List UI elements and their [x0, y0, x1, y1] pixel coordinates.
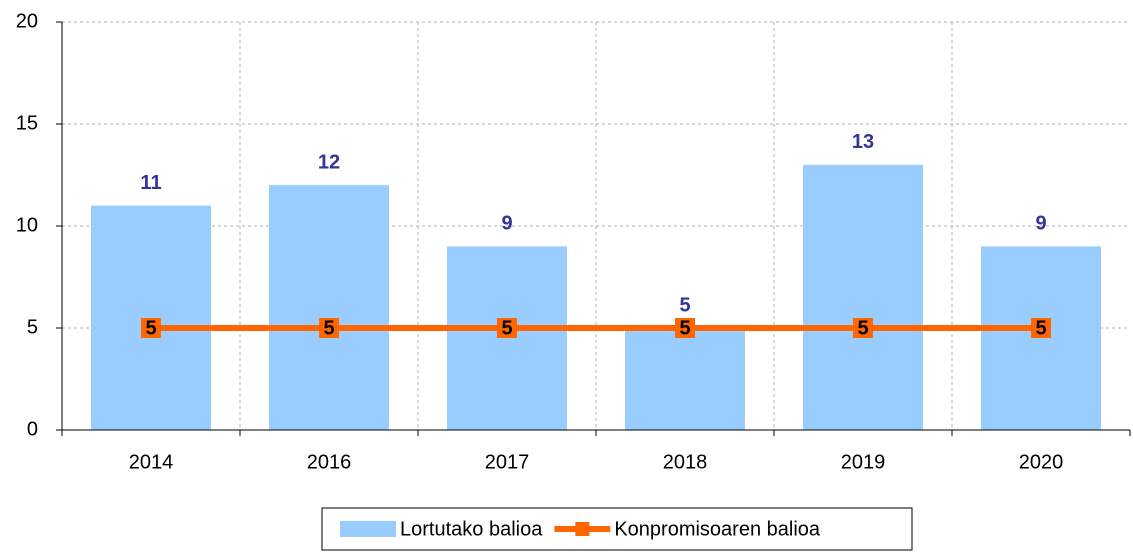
bar — [91, 205, 211, 430]
x-tick-label: 2019 — [841, 451, 886, 473]
x-tick-label: 2017 — [485, 451, 530, 473]
line-label: 5 — [857, 317, 868, 339]
bar — [981, 246, 1101, 430]
x-tick-label: 2014 — [129, 451, 174, 473]
line-label: 5 — [501, 317, 512, 339]
legend-label: Konpromisoaren balioa — [614, 518, 821, 540]
bar-label: 12 — [318, 151, 340, 173]
line-label: 5 — [1035, 317, 1046, 339]
y-tick-label: 15 — [16, 112, 38, 134]
y-tick-label: 10 — [16, 214, 38, 236]
legend-label: Lortutako balioa — [400, 518, 543, 540]
x-tick-label: 2016 — [307, 451, 352, 473]
line-marker — [675, 318, 695, 338]
legend-box — [321, 507, 913, 551]
line-marker — [497, 318, 517, 338]
line-label: 5 — [679, 317, 690, 339]
bar-label: 9 — [1035, 213, 1046, 235]
line-marker — [141, 318, 161, 338]
bar — [447, 246, 567, 430]
x-tick-label: 2018 — [663, 451, 708, 473]
bar — [269, 185, 389, 430]
legend-marker — [575, 522, 590, 536]
x-tick-label: 2020 — [1019, 451, 1064, 473]
line-marker — [1031, 318, 1051, 338]
bar-label: 9 — [501, 213, 512, 235]
line-label: 5 — [323, 317, 334, 339]
legend-swatch — [340, 521, 396, 537]
bar-label: 11 — [140, 172, 161, 194]
line-marker — [853, 318, 873, 338]
y-tick-label: 0 — [27, 418, 38, 440]
bar-label: 5 — [679, 294, 690, 316]
y-tick-label: 20 — [16, 10, 38, 32]
line-marker — [319, 318, 339, 338]
line-label: 5 — [145, 317, 156, 339]
bar-label: 13 — [852, 131, 874, 153]
y-tick-label: 5 — [27, 316, 38, 338]
bar — [803, 164, 923, 431]
bar — [625, 328, 745, 430]
